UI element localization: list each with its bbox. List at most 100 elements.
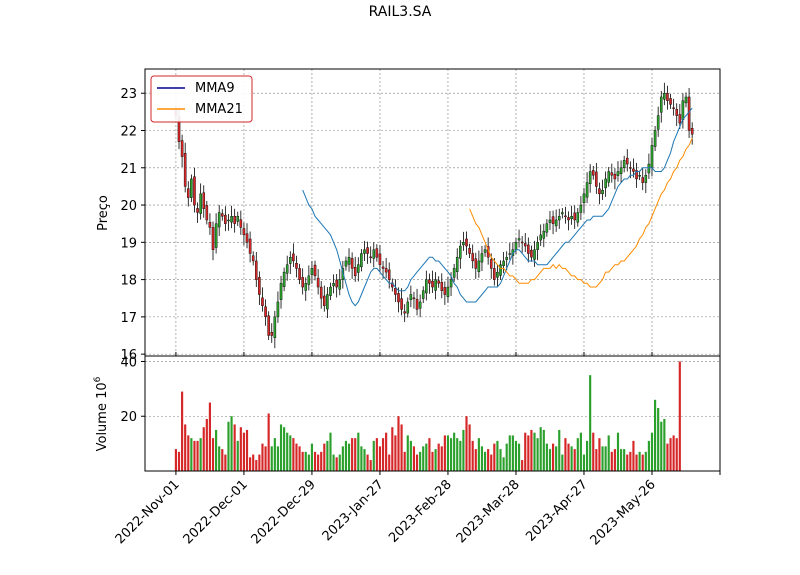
volume-bar [502, 457, 505, 471]
volume-bar [406, 435, 409, 471]
volume-bar [428, 438, 431, 471]
candle-body [267, 315, 270, 336]
candle-body [415, 299, 419, 310]
volume-bar [227, 421, 230, 471]
candle-body [363, 249, 366, 254]
candle-body [650, 145, 654, 168]
volume-bar [585, 440, 589, 471]
candle-body [462, 242, 465, 246]
volume-bar [595, 449, 598, 471]
candle-body [659, 96, 663, 113]
candle-body [690, 128, 694, 135]
candle-body [579, 204, 583, 213]
candle-body [582, 193, 586, 204]
volume-bar [487, 449, 490, 471]
candle-body [465, 238, 468, 247]
candle-body [483, 249, 487, 253]
candle-body [591, 170, 595, 176]
candle-body [502, 260, 505, 267]
candle-body [190, 178, 193, 198]
candle-body [323, 295, 326, 306]
candle-body [437, 280, 440, 284]
volume-bar [307, 454, 310, 471]
candle-body [678, 114, 682, 124]
volume-bar [672, 435, 675, 471]
candle-body [217, 212, 221, 228]
candle-body [406, 301, 410, 314]
moving-average-lines [302, 107, 693, 307]
price-y-tick-label: 23 [120, 87, 137, 102]
candle-body [279, 283, 283, 300]
candle-body [666, 93, 669, 101]
candle-body [338, 279, 342, 290]
volume-bar [517, 443, 521, 471]
volume-exponent: 6 [93, 376, 103, 382]
volume-bar [530, 429, 533, 471]
candle-body [350, 258, 354, 269]
volume-bar [490, 454, 493, 471]
candle-body [635, 170, 638, 180]
volume-bar [468, 424, 471, 471]
volume-bar [446, 435, 450, 471]
candle-body [598, 188, 601, 195]
volume-bar [533, 432, 536, 471]
volume-bar [601, 446, 604, 471]
volume-bar [477, 438, 480, 471]
candle-body [471, 253, 474, 262]
candle-body [508, 253, 512, 255]
volume-bar [613, 449, 616, 471]
candle-body [307, 275, 311, 285]
volume-bar [381, 438, 385, 471]
volume-bar [462, 429, 465, 471]
volume-axes-frame [144, 355, 721, 472]
candle-body [205, 205, 209, 221]
candle-body [607, 171, 610, 183]
candle-body [329, 286, 332, 296]
x-tick-label: 2023-Mar-28 [454, 477, 523, 546]
volume-bar [292, 438, 295, 471]
candle-body [644, 175, 648, 183]
volume-bar [338, 454, 341, 471]
candle-body [372, 249, 376, 259]
volume-bar [264, 446, 267, 471]
candle-body [533, 249, 536, 260]
volume-bar [378, 446, 382, 471]
volume-bar [255, 460, 258, 471]
candle-body [638, 175, 641, 177]
candle-body [211, 227, 215, 250]
price-y-tick-label: 17 [120, 311, 137, 326]
candle-body [214, 223, 218, 248]
legend-label-mma21: MMA21 [195, 102, 243, 117]
candle-body [548, 219, 552, 223]
volume-bar [372, 440, 375, 471]
candle-body [619, 167, 623, 174]
candle-body [561, 212, 564, 215]
volume-bar [592, 432, 595, 471]
volume-bar [548, 449, 552, 471]
volume-bar [419, 451, 422, 471]
volume-bar [181, 391, 184, 471]
volume-bar [422, 446, 425, 471]
candle-body [282, 271, 286, 287]
volume-bar [650, 432, 654, 471]
candle-body [387, 269, 391, 280]
candle-body [675, 109, 679, 116]
volume-bar [638, 451, 641, 471]
volume-bar [474, 449, 477, 471]
volume-bar [558, 429, 561, 471]
volume-bar [610, 451, 613, 471]
volume-bar [616, 432, 620, 471]
volume-bar [304, 451, 307, 471]
volume-bar [397, 416, 400, 471]
candle-body [656, 115, 660, 130]
volume-y-label-text: Volume [95, 403, 110, 451]
candle-body [446, 286, 450, 297]
volume-bar [480, 446, 484, 471]
volume-bar [626, 454, 629, 471]
candle-body [530, 249, 533, 258]
volume-bar [310, 443, 314, 471]
volume-bar [551, 443, 555, 471]
candle-body [687, 96, 691, 131]
candle-body [520, 241, 524, 244]
candle-body [264, 306, 267, 318]
